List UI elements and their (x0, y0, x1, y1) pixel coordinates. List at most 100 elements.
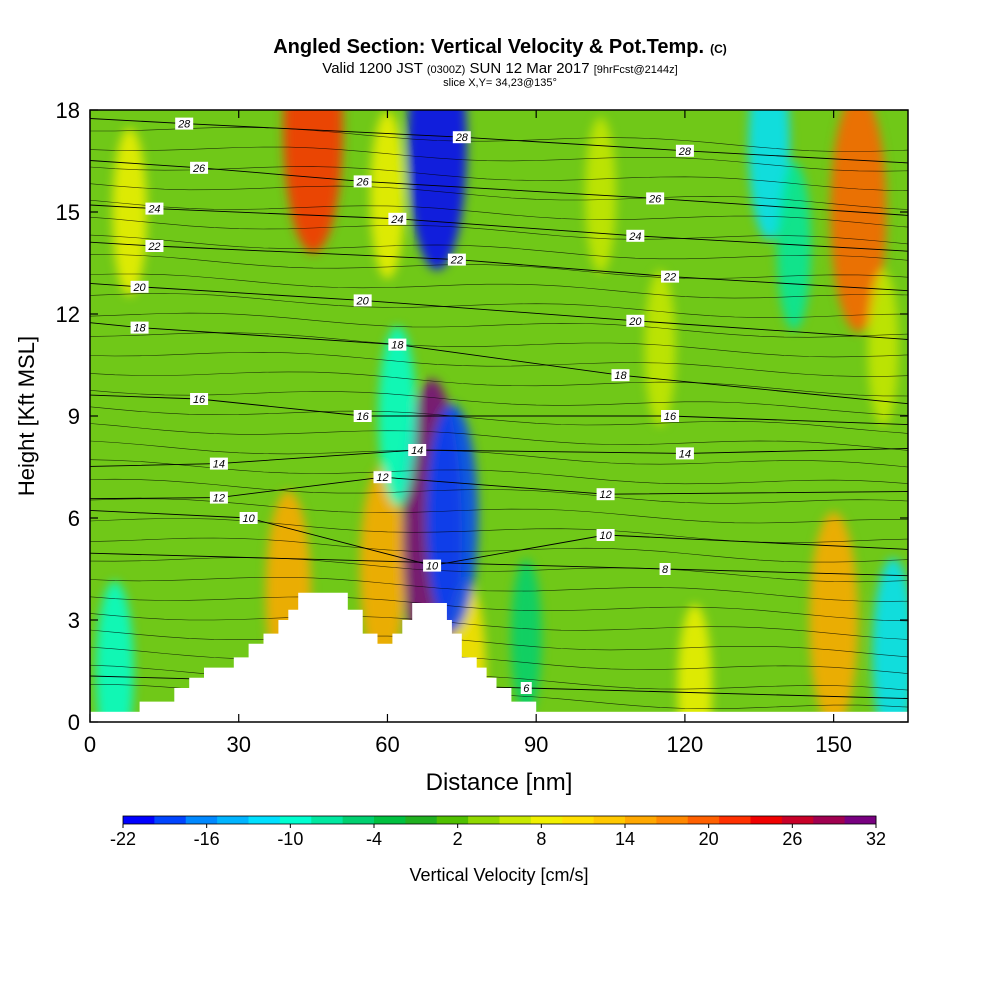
isentrope-line (90, 371, 908, 397)
chart-title-mark: (C) (710, 42, 727, 56)
colorbar-swatch (374, 816, 406, 824)
isentrope-line (90, 646, 908, 674)
isentrope-line (90, 254, 908, 279)
isentrope-line (90, 537, 908, 563)
isentrope-line (90, 216, 908, 245)
isentrope-label-box (452, 131, 471, 144)
isentrope-label-text: 10 (243, 513, 256, 525)
downdraft-cell (407, 110, 467, 270)
isentrope-label-box (661, 410, 680, 422)
isentrope-label: 14 (209, 457, 228, 471)
updraft-cell (359, 467, 406, 671)
isentrope-label: 26 (646, 192, 665, 205)
isentrope-line (90, 351, 908, 377)
isentrope-label: 18 (130, 321, 149, 335)
isentrope-label: 8 (659, 563, 671, 576)
isentrope-label: 20 (626, 314, 645, 328)
downdraft-cell (425, 404, 479, 632)
isentrope-label-text: 16 (664, 411, 677, 423)
isentrope-line (90, 127, 908, 152)
y-tick-label: 9 (68, 404, 80, 429)
isentrope-label-box (190, 393, 209, 405)
isentrope-label-box (145, 240, 164, 252)
colorbar-swatch (562, 816, 595, 824)
isentrope-label-box (239, 512, 258, 524)
isentrope-label-text: 12 (599, 489, 611, 501)
x-tick-label: 120 (667, 732, 704, 757)
isentrope-label-text: 14 (679, 448, 691, 460)
isentrope-line (90, 577, 908, 602)
updraft-cell (283, 110, 343, 253)
colorbar-swatch (468, 816, 500, 824)
colorbar-swatch (625, 816, 657, 824)
downdraft-cell (95, 581, 134, 722)
colorbar-label: Vertical Velocity [cm/s] (409, 865, 588, 885)
isentrope-label: 10 (596, 529, 615, 542)
isentrope-label-text: 24 (390, 214, 403, 226)
isentrope-line (90, 629, 908, 658)
isentrope-label: 16 (190, 393, 209, 406)
colorbar-swatch (530, 816, 563, 824)
isentrope-line (90, 390, 908, 416)
isentrope-label-box (626, 229, 645, 242)
isentrope-line (90, 440, 908, 468)
isentrope-label: 16 (661, 410, 680, 423)
isentrope-label-box (209, 491, 228, 504)
isentrope-label-text: 12 (213, 493, 225, 505)
slice-info: slice X,Y= 34,23@135° (443, 77, 557, 89)
isentrope-label: 28 (452, 131, 471, 144)
colorbar-swatch (342, 816, 375, 824)
isentrope-label-text: 20 (356, 295, 370, 307)
isentrope-label: 22 (145, 240, 164, 253)
isentrope-label: 28 (175, 117, 194, 131)
colorbar-swatch (813, 816, 846, 824)
isentrope-label-text: 28 (177, 119, 191, 131)
isentrope-label: 22 (447, 253, 466, 267)
isentrope-label: 14 (408, 444, 427, 457)
updraft-cell (867, 270, 899, 426)
downdraft-cell (776, 162, 812, 330)
x-tick-label: 90 (524, 732, 548, 757)
x-tick-label: 60 (375, 732, 399, 757)
isentrope-label-box (520, 682, 532, 694)
forecast-info: [9hrFcst@2144z] (593, 64, 678, 76)
colorbar-swatch (719, 816, 751, 824)
isentrope-label-text: 6 (523, 683, 530, 695)
isentrope-label-box (353, 175, 372, 188)
isentrope-label: 24 (626, 229, 645, 243)
y-tick-label: 12 (56, 302, 80, 327)
colorbar-swatch (185, 816, 218, 824)
valid-date: SUN 12 Mar 2017 (469, 60, 590, 77)
isentrope-label-box (388, 338, 407, 351)
isentrope-label-text: 18 (614, 370, 627, 382)
vertical-velocity-field (90, 110, 908, 722)
isentrope-label-box (596, 488, 615, 501)
isentrope-line (90, 613, 908, 640)
isentrope-label-text: 26 (648, 193, 662, 205)
isentrope-line (90, 332, 908, 358)
isentrope-line (90, 596, 908, 622)
isentrope-label-text: 10 (599, 530, 612, 542)
isentrope-label: 24 (145, 202, 164, 216)
y-tick-label: 18 (56, 98, 80, 123)
isentrope-line (90, 273, 908, 299)
isentrope-label-box (675, 144, 694, 157)
colorbar-tick-label: -4 (366, 829, 382, 849)
colorbar-tick-label: 2 (453, 829, 463, 849)
colorbar-swatch (499, 816, 532, 824)
isentrope-label: 28 (675, 144, 694, 158)
colorbar-swatch (279, 816, 312, 824)
isentrope-label-box (130, 280, 149, 293)
isentrope-label: 12 (373, 471, 392, 484)
isentrope-label: 12 (596, 488, 615, 501)
isentrope-label: 22 (661, 270, 680, 284)
isentrope-line (90, 423, 908, 451)
isentrope-label: 12 (209, 491, 228, 505)
colorbar-tick-label: 26 (782, 829, 802, 849)
isentrope-label: 14 (675, 447, 694, 460)
downdraft-cell (510, 559, 542, 715)
colorbar-swatch (844, 816, 877, 824)
x-tick-label: 0 (84, 732, 96, 757)
colorbar-tick-label: 8 (536, 829, 546, 849)
y-axis: 0 3 6 9 12 15 18 (56, 98, 908, 735)
